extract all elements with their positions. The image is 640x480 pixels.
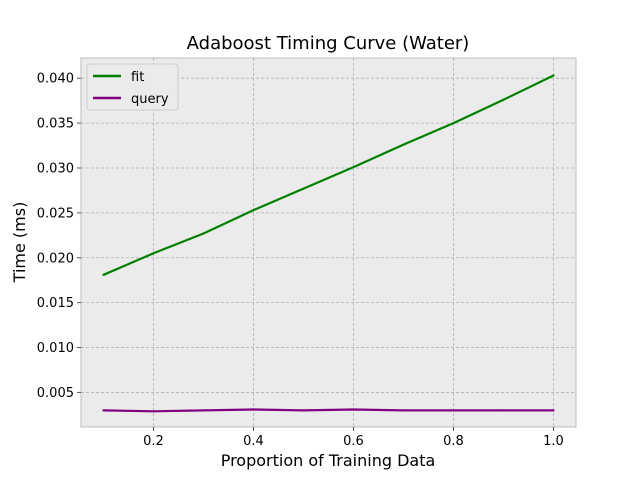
- data-point-query: [202, 409, 205, 412]
- data-point-fit: [452, 121, 455, 125]
- legend-label-query: query: [131, 92, 169, 107]
- series-lines: [102, 74, 555, 413]
- x-tick-label: 0.8: [443, 434, 464, 449]
- y-tick-label: 0.030: [37, 161, 74, 176]
- x-tick-label: 0.6: [343, 434, 364, 449]
- data-point-query: [102, 409, 105, 412]
- y-tick-label: 0.005: [37, 386, 74, 401]
- y-tick-label: 0.040: [37, 72, 74, 87]
- x-tick-label: 0.4: [243, 434, 264, 449]
- y-tick-label: 0.025: [37, 206, 74, 221]
- data-point-fit: [402, 143, 405, 146]
- data-point-fit: [102, 273, 105, 276]
- data-point-fit: [302, 187, 305, 190]
- data-point-query: [252, 408, 255, 411]
- data-point-fit: [152, 252, 155, 255]
- x-tick-label: 1.0: [543, 434, 564, 449]
- data-point-query: [452, 409, 455, 412]
- legend-label-fit: fit: [131, 70, 144, 85]
- data-point-fit: [352, 165, 355, 169]
- y-tick-label: 0.035: [37, 117, 74, 132]
- y-axis-label: Time (ms): [10, 202, 29, 284]
- data-point-query: [302, 409, 305, 412]
- legend: fit query: [86, 63, 179, 111]
- data-point-query: [352, 408, 355, 411]
- data-point-query: [152, 410, 155, 413]
- chart-title: Adaboost Timing Curve (Water): [187, 33, 470, 54]
- x-axis-label: Proportion of Training Data: [221, 451, 436, 470]
- grid-lines: [81, 58, 576, 427]
- series-line-fit: [103, 74, 554, 276]
- data-point-query: [552, 409, 555, 412]
- y-axis-ticks: 0.005 0.010 0.015 0.020 0.025 0.030 0.035 0.040: [37, 72, 81, 401]
- plot-frame: [80, 57, 577, 428]
- data-point-query: [402, 409, 405, 412]
- data-point-fit: [502, 98, 505, 101]
- series-line-query: [103, 408, 554, 413]
- data-point-fit: [552, 74, 555, 77]
- data-point-fit: [202, 232, 205, 235]
- plot-background: [81, 58, 576, 427]
- x-axis-ticks: 0.2 0.4 0.6 0.8 1.0: [143, 427, 564, 449]
- y-tick-label: 0.020: [37, 251, 74, 266]
- y-tick-label: 0.010: [37, 341, 74, 356]
- y-tick-label: 0.015: [37, 296, 74, 311]
- x-tick-label: 0.2: [143, 434, 164, 449]
- data-point-query: [502, 409, 505, 412]
- data-point-fit: [252, 209, 255, 212]
